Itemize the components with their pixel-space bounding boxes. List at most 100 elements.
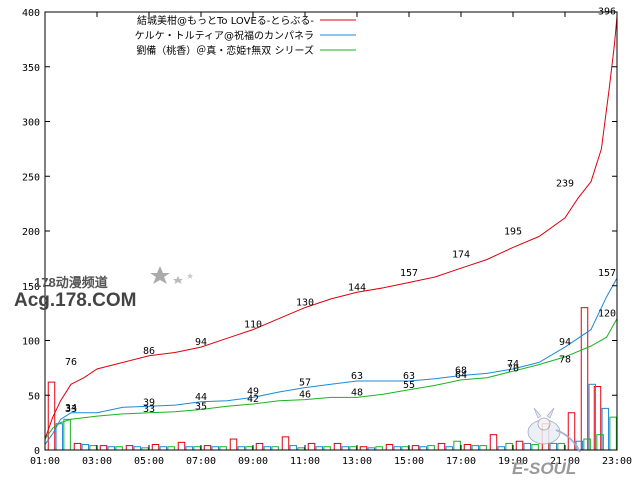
data-label-series-3: 78	[559, 355, 571, 366]
x-tick-label: 03:00	[82, 456, 112, 467]
legend-label-3: 劉備（桃香）＠真・恋姫†無双 シリーズ	[136, 44, 314, 57]
data-label-series-1: 94	[195, 337, 207, 348]
data-label-series-1: 76	[65, 357, 77, 368]
data-label-series-2: 63	[403, 371, 415, 382]
data-label-series-2: 34	[65, 403, 77, 414]
data-label-series-1: 157	[400, 268, 418, 279]
bar-series-3	[89, 445, 97, 451]
series-line-2	[44, 277, 618, 445]
bar-series-1	[99, 445, 108, 451]
y-tick-label: 250	[22, 172, 40, 183]
axes: 0 50 100 150 200 250 300 350 400 01:00 03:00 05:00 0…	[22, 8, 632, 467]
y-tick-label: 400	[22, 8, 40, 19]
x-tick-label: 13:00	[342, 456, 372, 467]
data-label-series-2: 157	[598, 268, 616, 279]
bar-series-2	[81, 444, 90, 451]
legend-label-2: ケルケ・トルティア@祝福のカンパネラ	[135, 29, 314, 42]
bar-series-2	[523, 442, 532, 451]
bar-series-1	[255, 442, 264, 451]
series-line-3	[44, 318, 618, 440]
data-label-series-2: 94	[559, 337, 571, 348]
y-tick-label: 300	[22, 118, 40, 129]
bar-series-1	[333, 442, 342, 451]
data-label-series-3: 48	[351, 387, 363, 398]
watermark-corner: E-SOUL	[512, 407, 581, 478]
y-tick-label: 0	[34, 446, 40, 457]
bar-series-1	[463, 444, 472, 451]
data-label-series-3: 33	[65, 404, 77, 415]
bar-series-1	[73, 442, 82, 451]
y-tick-label: 350	[22, 63, 40, 74]
x-tick-label: 15:00	[394, 456, 424, 467]
series-lines	[44, 16, 618, 445]
bar-series-3	[63, 418, 71, 451]
data-label-series-2: 44	[195, 392, 207, 403]
data-label-series-3: 42	[247, 394, 259, 405]
bar-series-2	[289, 445, 298, 451]
bar-series-1	[385, 444, 394, 451]
y-tick-label: 200	[22, 227, 40, 238]
bar-series-3	[427, 445, 435, 451]
bar-series-2	[471, 445, 480, 451]
legend-label-1: 結城美柑@もっとTo LOVEる-とらぶる-	[137, 14, 314, 27]
x-tick-label: 09:00	[238, 456, 268, 467]
star-icon-small	[173, 276, 183, 284]
data-label-series-2: 63	[351, 371, 363, 382]
data-label-series-3: 64	[455, 370, 467, 381]
data-label-series-2: 49	[247, 386, 259, 397]
bar-series-3	[531, 444, 539, 451]
x-tick-label: 19:00	[498, 456, 528, 467]
bar-series-3	[557, 442, 565, 451]
bar-series-1	[307, 442, 316, 451]
data-label-series-1: 174	[452, 249, 470, 260]
data-label-series-2: 68	[455, 366, 467, 377]
data-label-series-3: 70	[507, 363, 519, 374]
bar-series-1	[125, 445, 134, 451]
data-label-series-1: 130	[296, 298, 314, 309]
watermark-line2: Acg.178.COM	[14, 290, 136, 311]
bar-series-3	[453, 440, 461, 451]
x-tick-label: 17:00	[446, 456, 476, 467]
watermark-178: 178动漫频道 Acg.178.COM	[14, 266, 193, 311]
star-icon	[150, 266, 170, 284]
x-tick-label: 01:00	[30, 456, 60, 467]
x-tick-label: 23:00	[602, 456, 632, 467]
watermark-corner-text: E-SOUL	[512, 459, 576, 478]
x-tick-label: 07:00	[186, 456, 216, 467]
bar-series-3	[609, 416, 617, 451]
data-label-series-1: 110	[244, 320, 262, 331]
bar-series-1	[203, 445, 212, 451]
y-tick-label: 150	[22, 282, 40, 293]
bar-series-1	[580, 307, 589, 451]
bar-series-1	[437, 442, 446, 451]
bar-series-1	[567, 412, 576, 451]
bar-series-1	[229, 438, 238, 451]
legend: 結城美柑@もっとTo LOVEる-とらぶる- ケルケ・トルティア@祝福のカンパネ…	[135, 14, 356, 57]
data-label-series-1: 86	[143, 346, 155, 357]
x-tick-label: 05:00	[134, 456, 164, 467]
bar-series-1	[515, 440, 524, 451]
series-line-1	[44, 16, 618, 440]
y-tick-label: 100	[22, 337, 40, 348]
x-tick-label: 21:00	[550, 456, 580, 467]
data-label-series-2: 39	[143, 397, 155, 408]
bar-series-1	[281, 436, 290, 451]
watermark-line1: 178动漫频道	[34, 275, 108, 290]
bar-series-1	[151, 444, 160, 451]
bar-series-3	[479, 445, 487, 451]
bar-series-3	[505, 442, 513, 451]
y-tick-label: 50	[28, 391, 40, 402]
bar-series-1	[489, 434, 498, 451]
data-label-series-2: 57	[299, 378, 311, 389]
data-label-series-3: 120	[598, 309, 616, 320]
data-label-series-3: 55	[403, 380, 415, 391]
data-label-series-3: 33	[143, 404, 155, 415]
mascot-icon	[527, 407, 581, 453]
star-icon-tiny	[187, 273, 193, 279]
bar-series-1	[177, 441, 186, 451]
bar-series-1	[411, 445, 420, 451]
data-label-series-2: 74	[507, 359, 519, 370]
bar-series-2	[549, 442, 558, 451]
